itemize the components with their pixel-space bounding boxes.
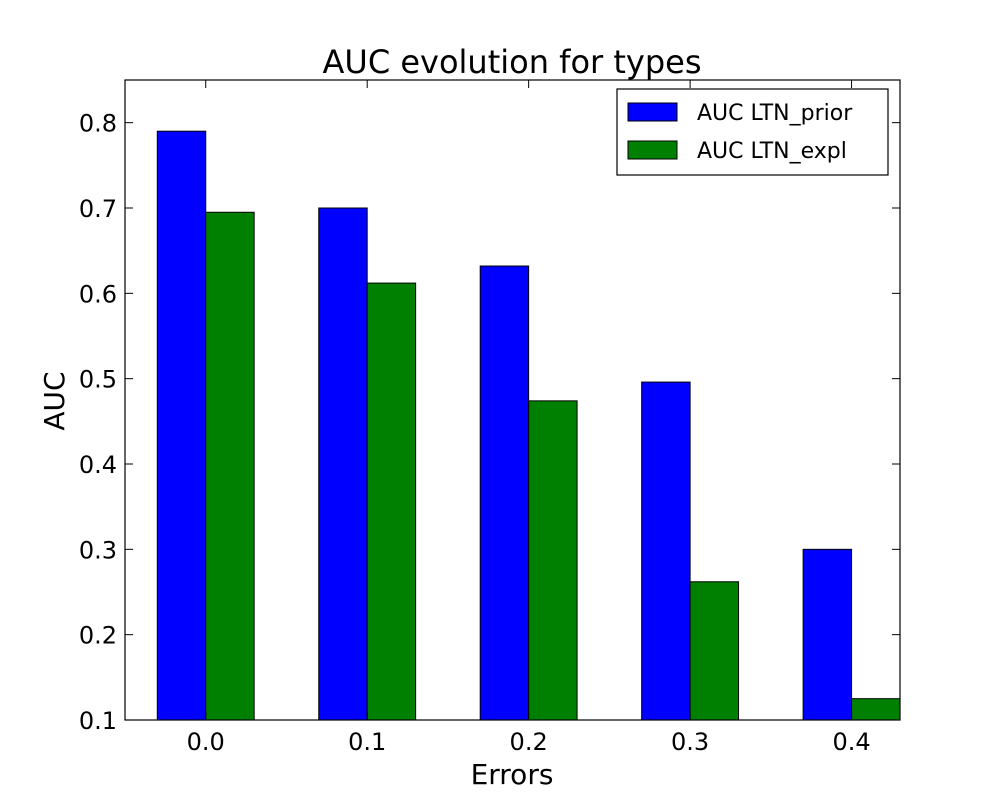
x-tick-label: 0.1 <box>348 728 386 756</box>
bars-group <box>156 130 901 721</box>
legend-swatch-1 <box>627 140 678 160</box>
bar-prior-0.0 <box>156 130 207 721</box>
x-tick-label: 0.3 <box>671 728 709 756</box>
y-tick-label: 0.1 <box>79 707 117 735</box>
x-tick-label: 0.0 <box>187 728 225 756</box>
bar-expl-0.4 <box>851 698 901 721</box>
legend: AUC LTN_prior AUC LTN_expl <box>616 88 889 176</box>
y-tick-label: 0.7 <box>79 195 117 223</box>
legend-label-0: AUC LTN_prior <box>697 101 853 126</box>
bar-expl-0.2 <box>528 400 578 721</box>
bar-expl-0.1 <box>366 282 417 721</box>
x-tick-label: 0.2 <box>510 728 548 756</box>
bar-expl-0.0 <box>205 211 255 721</box>
ticks-group: 0.1 0.2 0.3 0.4 0.5 0.6 0.7 0.8 0.0 0.1 0.2 0.3 0.4 <box>79 80 900 756</box>
bar-expl-0.3 <box>689 581 740 721</box>
bar-prior-0.2 <box>479 265 530 721</box>
y-tick-label: 0.8 <box>79 110 117 138</box>
legend-swatch-0 <box>627 102 678 122</box>
y-tick-label: 0.4 <box>79 451 117 479</box>
y-axis-label: AUC <box>38 371 71 430</box>
plot-frame <box>124 79 901 721</box>
legend-label-1: AUC LTN_expl <box>697 139 847 164</box>
x-axis-label: Errors <box>471 758 554 791</box>
bar-prior-0.3 <box>641 381 691 721</box>
bar-prior-0.4 <box>802 548 853 721</box>
y-tick-label: 0.3 <box>79 536 117 564</box>
y-tick-label: 0.6 <box>79 280 117 308</box>
chart-title: AUC evolution for types <box>323 43 702 81</box>
y-tick-label: 0.2 <box>79 622 117 650</box>
bar-prior-0.1 <box>318 207 368 721</box>
y-tick-label: 0.5 <box>79 366 117 394</box>
x-tick-label: 0.4 <box>832 728 870 756</box>
